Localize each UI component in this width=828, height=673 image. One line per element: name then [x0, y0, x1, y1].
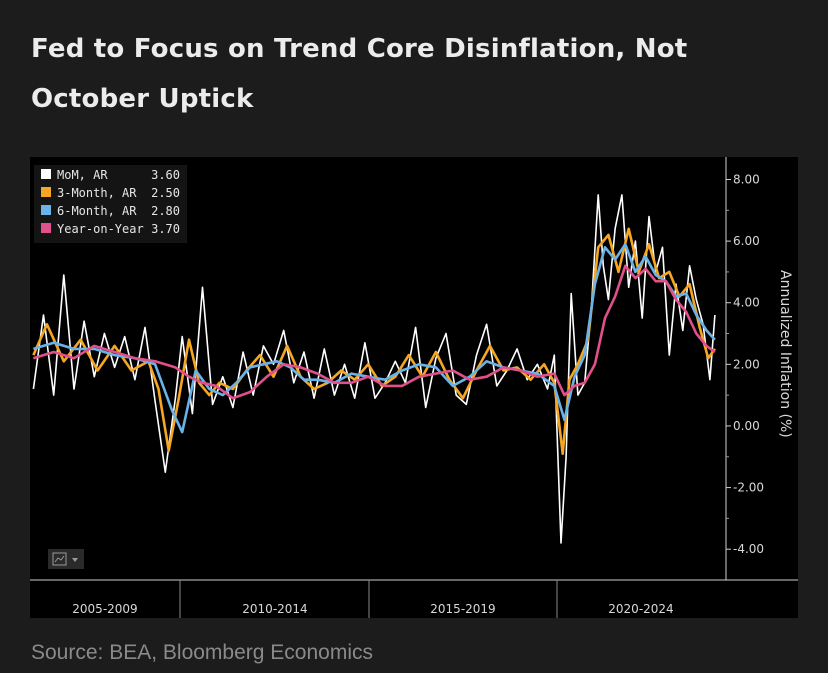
- source-note: Source: BEA, Bloomberg Economics: [31, 641, 373, 664]
- y-tick-label: 4.00: [733, 296, 760, 310]
- x-axis: 2005-2009 2010-2014 2015-2019 2020-2024: [30, 579, 798, 618]
- legend-series-value: 3.70: [151, 222, 180, 236]
- legend-series-name: Year-on-Year: [57, 222, 144, 236]
- series-line-4: [33, 264, 716, 400]
- chart-panel: 8.00 6.00 4.00 2.00 0.00 -2.00 -4.00 Annualize…: [30, 157, 798, 618]
- chart-type-toggle-icon[interactable]: [48, 549, 84, 569]
- legend-series-value: 2.50: [151, 186, 180, 200]
- y-axis: 8.00 6.00 4.00 2.00 0.00 -2.00 -4.00: [725, 157, 764, 581]
- x-period-label: 2005-2009: [72, 602, 137, 616]
- y-tick-label: 8.00: [733, 172, 760, 186]
- legend: MoM, AR 3.60 3-Month, AR 2.50 6-Month, AR 2.8…: [34, 165, 187, 243]
- legend-swatch: [41, 205, 51, 215]
- x-period-label: 2015-2019: [430, 602, 495, 616]
- y-tick-label: 6.00: [733, 234, 760, 248]
- series-line-1: [32, 194, 716, 544]
- series-line-3: [33, 242, 716, 434]
- legend-series-value: 2.80: [151, 204, 180, 218]
- x-period-label: 2020-2024: [608, 602, 673, 616]
- legend-series-value: 3.60: [151, 168, 180, 182]
- legend-series-name: 3-Month, AR: [57, 186, 137, 200]
- y-tick-label: -4.00: [733, 542, 764, 556]
- x-period-label: 2010-2014: [242, 602, 307, 616]
- y-tick-label: 2.00: [733, 357, 760, 371]
- legend-swatch: [41, 223, 51, 233]
- legend-box: [34, 165, 187, 243]
- chart-title: Fed to Focus on Trend Core Disinflation,…: [31, 34, 688, 114]
- legend-swatch: [41, 187, 51, 197]
- legend-series-name: MoM, AR: [57, 168, 108, 182]
- chart-svg: 8.00 6.00 4.00 2.00 0.00 -2.00 -4.00 Annualize…: [30, 157, 798, 618]
- legend-series-name: 6-Month, AR: [57, 204, 137, 218]
- y-tick-label: -2.00: [733, 481, 764, 495]
- y-axis-label: Annualized Inflation (%): [777, 270, 793, 438]
- y-tick-label: 0.00: [733, 419, 760, 433]
- legend-swatch: [41, 169, 51, 179]
